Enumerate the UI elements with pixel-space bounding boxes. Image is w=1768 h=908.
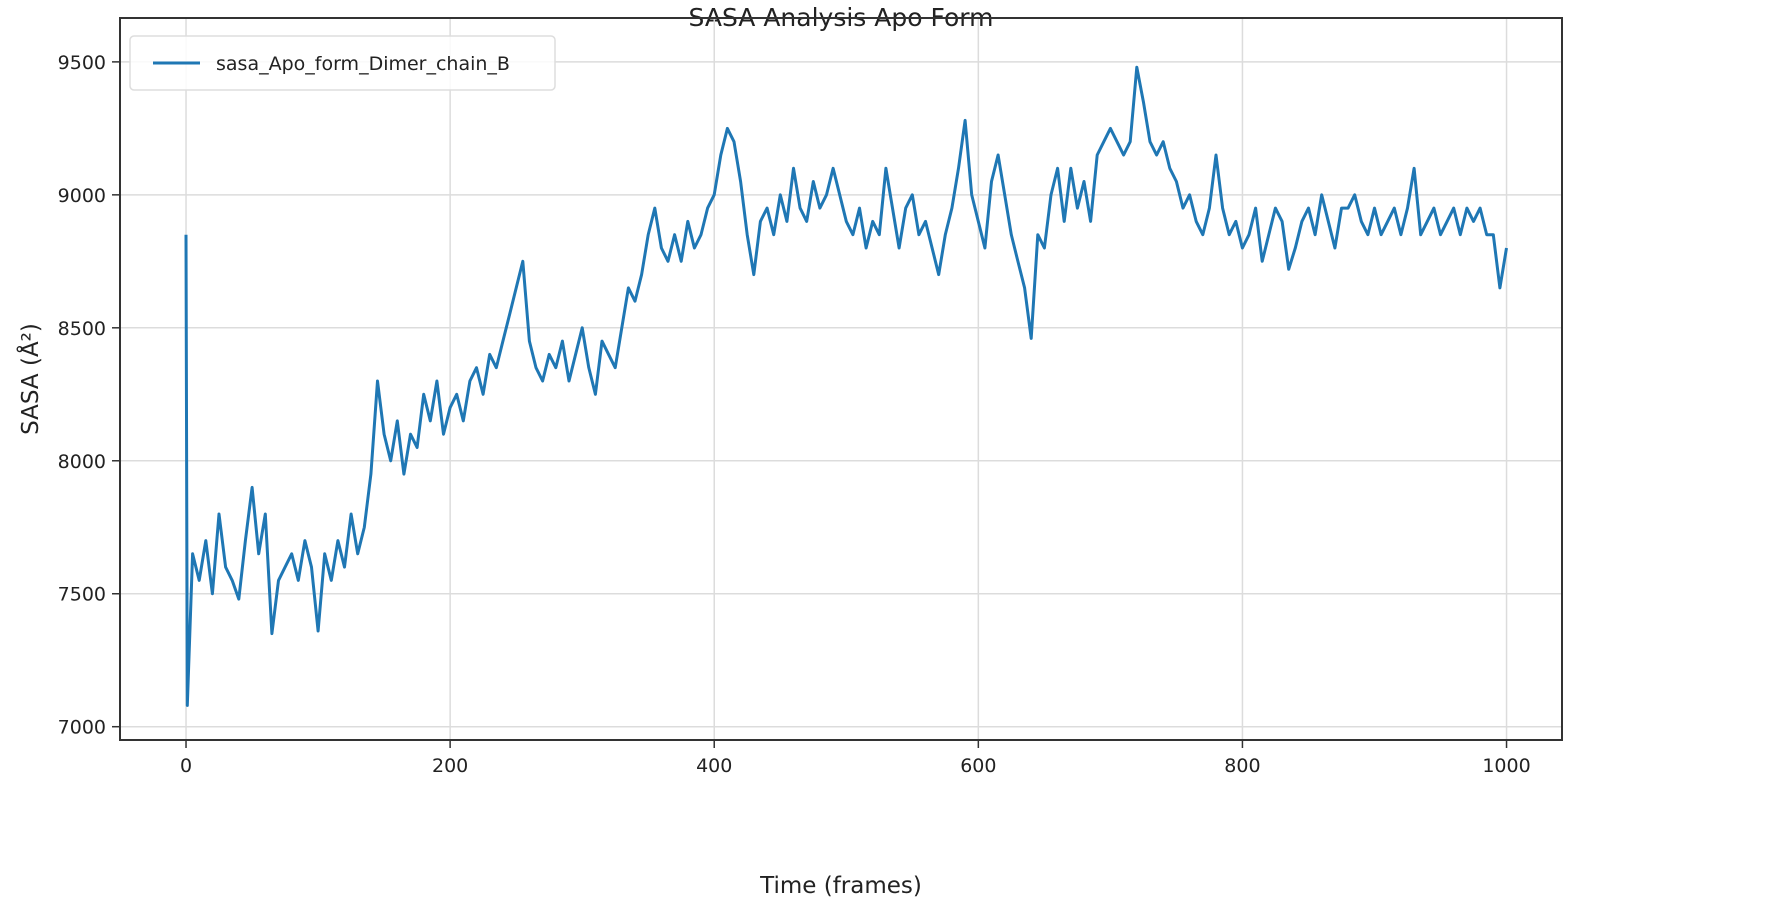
y-tick-label: 9500	[58, 52, 106, 74]
legend-label: sasa_Apo_form_Dimer_chain_B	[216, 53, 510, 75]
legend-box	[129, 35, 556, 91]
legend: sasa_Apo_form_Dimer_chain_B	[129, 35, 556, 91]
x-tick-label: 0	[180, 755, 192, 777]
grid-lines	[120, 18, 1562, 740]
x-tick-label: 1000	[1482, 755, 1530, 777]
y-axis-label: SASA (Å²)	[16, 323, 44, 435]
x-axis-label: Time (frames)	[759, 873, 922, 899]
series-lines	[184, 65, 1508, 707]
y-tick-label: 8500	[58, 318, 106, 340]
series-line-sasa_Apo_form_Dimer_chain_B	[184, 65, 1508, 707]
y-tick-label: 7000	[58, 717, 106, 739]
x-tick-label: 800	[1224, 755, 1260, 777]
y-tick-label: 7500	[58, 584, 106, 606]
y-tick-label: 9000	[58, 185, 106, 207]
x-tick-label: 600	[960, 755, 996, 777]
y-tick-label: 8000	[58, 451, 106, 473]
plot-frame	[119, 17, 1563, 741]
x-tick-label: 400	[696, 755, 732, 777]
axis-ticks: 0 200 400 600 800 1000 7000 7500 8000 8500 9000 950…	[58, 52, 1531, 777]
x-tick-label: 200	[432, 755, 468, 777]
